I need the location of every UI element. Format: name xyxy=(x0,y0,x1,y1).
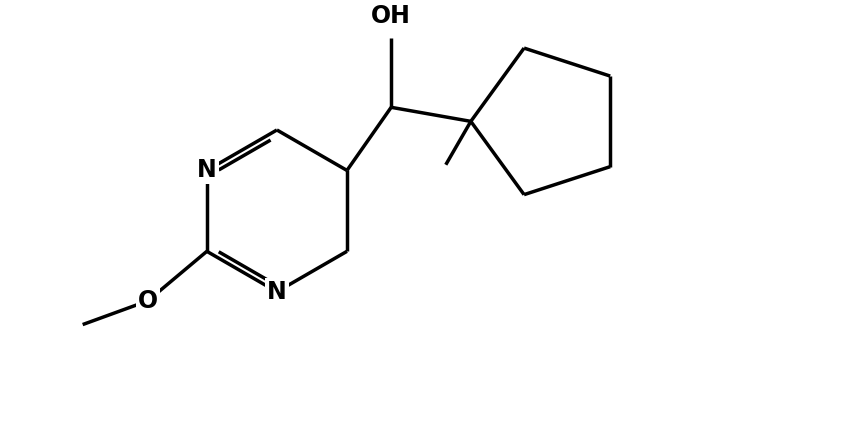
Text: N: N xyxy=(197,158,216,182)
Text: N: N xyxy=(267,280,287,304)
Text: OH: OH xyxy=(371,4,411,28)
Text: O: O xyxy=(138,289,158,313)
